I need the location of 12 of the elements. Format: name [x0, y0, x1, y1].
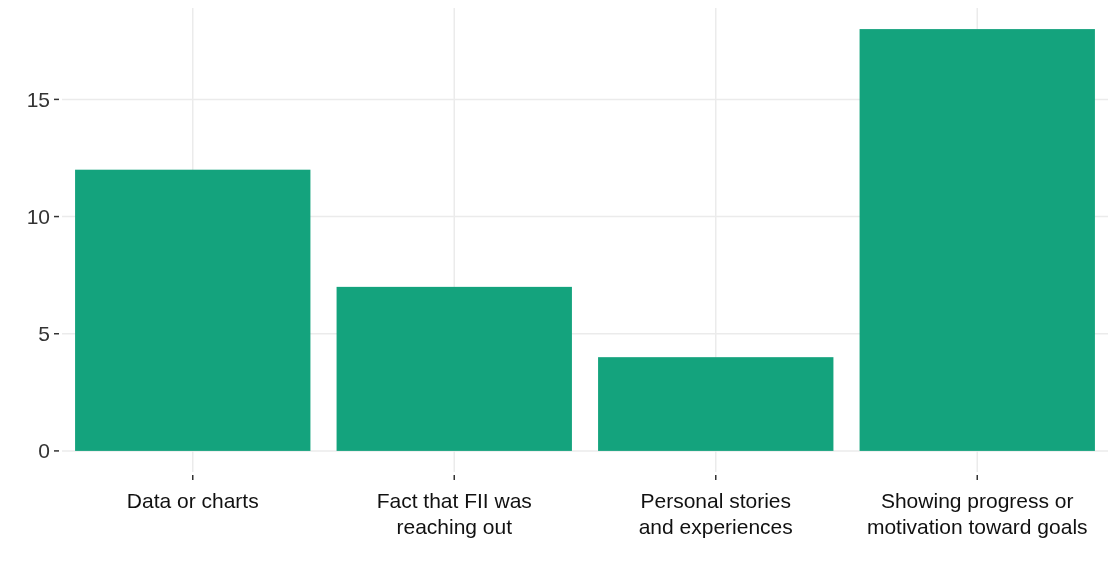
x-tick-label: Showing progress or motivation toward goals [866, 489, 1088, 538]
y-tick-label: 5 [38, 322, 50, 346]
y-tick-label: 15 [26, 87, 50, 111]
x-tick-label: Personal stories and experiences [638, 489, 793, 538]
y-tick-label: 0 [38, 439, 50, 463]
x-tick-label: Fact that FII was reaching out [376, 489, 532, 538]
y-tick-label: 10 [26, 204, 50, 228]
bar [336, 286, 572, 451]
bar [75, 169, 311, 451]
x-tick-label: Data or charts [126, 489, 259, 512]
bar [598, 357, 834, 451]
bar [859, 29, 1095, 451]
